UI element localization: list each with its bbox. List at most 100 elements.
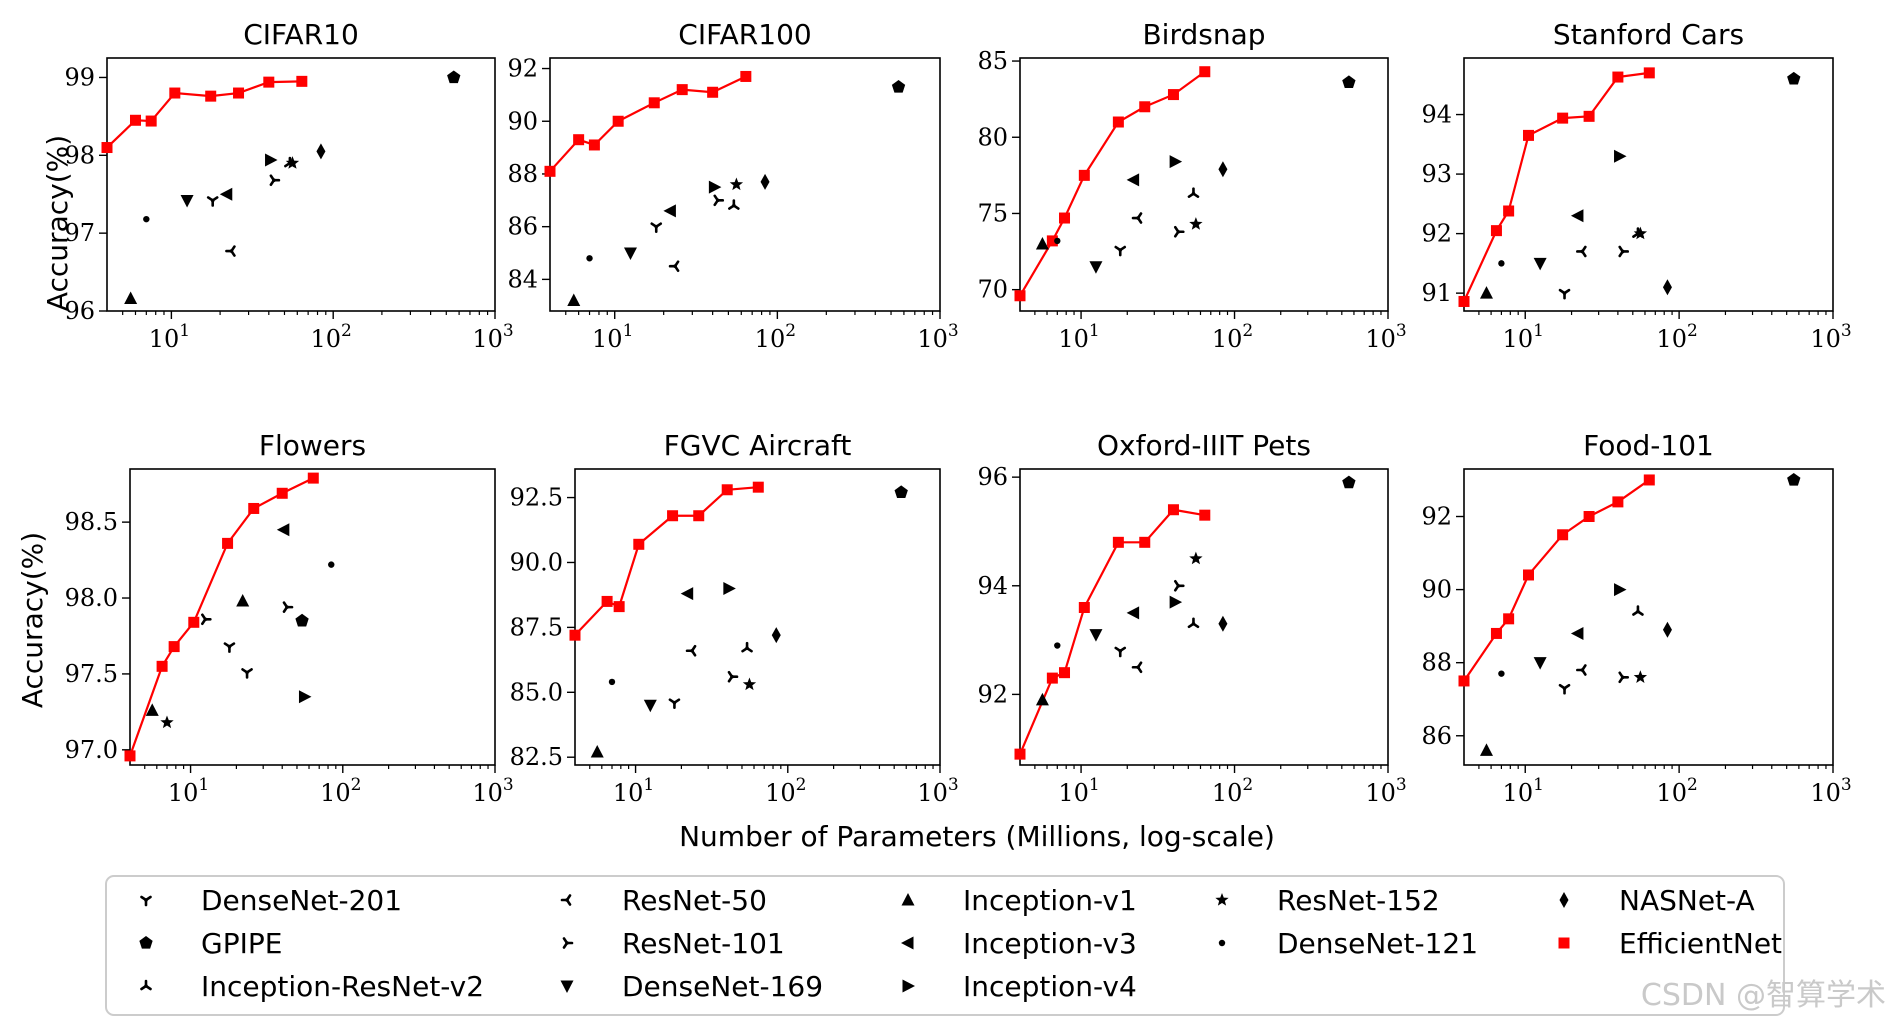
- incv1-point: [1479, 286, 1493, 299]
- efficientnet-point: [1199, 509, 1211, 521]
- legend-item-incresv2: Inception-ResNet-v2: [140, 970, 484, 1003]
- efficientnet-point: [1557, 112, 1569, 124]
- resnet50-point: [685, 644, 697, 657]
- y-tick-label: 94: [977, 572, 1008, 600]
- nasnet-point: [316, 143, 326, 160]
- resnet152-point: [742, 677, 757, 691]
- subplot-panel: Birdsnap 101 102 103 70 75 80 85: [977, 18, 1406, 353]
- subplot-title: Flowers: [259, 429, 366, 462]
- subplot-title: Oxford-IIIT Pets: [1097, 429, 1311, 462]
- y-tick-label: 90.0: [510, 548, 563, 576]
- incv4-point: [1614, 149, 1627, 163]
- efficientnet-point: [1167, 504, 1179, 516]
- efficientnet-point: [156, 660, 168, 672]
- y-tick-label: 75: [977, 199, 1008, 227]
- efficientnet-point: [205, 90, 217, 102]
- incv1-point: [1035, 692, 1049, 706]
- incv1-point: [145, 703, 159, 716]
- efficientnet-point: [222, 537, 234, 549]
- efficientnet-point: [612, 115, 624, 127]
- legend-label: Inception-ResNet-v2: [201, 970, 484, 1003]
- x-tick-label: 103: [1365, 775, 1406, 807]
- tri_down_small-icon: [140, 895, 152, 907]
- plot-area-frame: [1463, 468, 1834, 766]
- efficientnet-point: [1059, 212, 1071, 224]
- plot-area-frame: [574, 468, 941, 766]
- tri_right_small-icon: [562, 937, 574, 949]
- x-tick-label: 101: [1503, 775, 1544, 807]
- y-tick-label: 96: [977, 463, 1008, 491]
- efficientnet-point: [569, 629, 581, 641]
- y-tick-label: 94: [1421, 101, 1452, 129]
- y-tick-label: 86: [507, 213, 538, 241]
- legend-label: GPIPE: [201, 927, 282, 960]
- resnet50-point: [1131, 661, 1143, 674]
- densenet121-point: [1498, 260, 1505, 267]
- legend-label: DenseNet-121: [1277, 927, 1478, 960]
- subplot-panel: Food-101 101 102 103 86 88 90 92: [1421, 429, 1851, 807]
- efficientnet-point: [168, 641, 180, 653]
- efficientnet-point: [752, 481, 764, 493]
- thin_diamond-icon: [1559, 892, 1569, 908]
- incv3-point: [1570, 626, 1584, 640]
- triangle_down-icon: [560, 980, 574, 993]
- legend-frame: [105, 875, 1785, 1016]
- x-tick-label: 103: [1365, 321, 1406, 353]
- legend-item-incv4: Inception-v4: [902, 970, 1137, 1003]
- subplot-title: FGVC Aircraft: [664, 429, 852, 462]
- efficientnet-point: [1503, 613, 1515, 625]
- y-tick-label: 90: [1421, 576, 1452, 604]
- tri_left_small-icon: [560, 894, 572, 906]
- efficientnet-point: [633, 538, 645, 550]
- incresv2-point: [1187, 187, 1200, 198]
- resnet101-point: [1618, 671, 1630, 684]
- legend-item-resnet101: ResNet-101: [562, 927, 785, 960]
- resnet152-point: [285, 156, 300, 169]
- square-icon: [1558, 937, 1570, 949]
- efficientnet-point: [1046, 235, 1058, 247]
- gpipe-point: [1787, 71, 1801, 85]
- resnet50-point: [225, 245, 236, 257]
- densenet169-point: [180, 194, 194, 208]
- x-tick-label: 103: [472, 321, 513, 353]
- densenet121-point: [608, 678, 616, 686]
- efficientnet-point: [129, 114, 141, 126]
- y-tick-label: 98.5: [65, 508, 118, 536]
- legend-label: Inception-v3: [963, 927, 1137, 960]
- densenet201-point: [223, 642, 236, 653]
- resnet101-point: [269, 174, 281, 187]
- efficientnet-point: [233, 87, 245, 99]
- efficientnet-point: [1059, 667, 1071, 679]
- subplot-grid: CIFAR10 101 102 103 96 97 98 99 CIFAR100 101 102 10…: [64, 18, 1851, 807]
- incv4-point: [708, 180, 722, 194]
- incv1-point: [1479, 743, 1493, 756]
- densenet169-point: [623, 247, 637, 261]
- efficientnet-point: [307, 472, 319, 484]
- y-tick-label: 92: [1421, 220, 1452, 248]
- plot-area-frame: [129, 468, 496, 766]
- resnet152-point: [1633, 670, 1648, 683]
- incv1-point: [567, 293, 581, 306]
- efficientnet-point: [648, 97, 660, 109]
- efficientnet-point: [1583, 110, 1595, 122]
- incv3-point: [219, 187, 233, 201]
- efficientnet-point: [1046, 672, 1058, 684]
- legend-item-gpipe: GPIPE: [139, 927, 282, 960]
- nasnet-point: [1218, 161, 1228, 178]
- y-tick-label: 85.0: [510, 678, 563, 706]
- efficientnet-line: [1463, 479, 1650, 682]
- x-tick-label: 101: [592, 321, 633, 353]
- efficientnet-point: [1139, 101, 1151, 113]
- resnet152-point: [160, 715, 174, 729]
- efficientnet-point: [1490, 225, 1502, 237]
- efficientnet-point: [676, 84, 688, 96]
- subplot-title: Stanford Cars: [1553, 18, 1744, 51]
- legend-label: ResNet-101: [622, 927, 785, 960]
- incresv2-point: [741, 641, 753, 653]
- plot-area-frame: [1019, 468, 1389, 766]
- triangle_left-icon: [901, 936, 914, 950]
- efficientnet-point: [145, 115, 157, 127]
- y-tick-label: 97: [64, 219, 95, 247]
- y-tick-label: 88: [1421, 649, 1452, 677]
